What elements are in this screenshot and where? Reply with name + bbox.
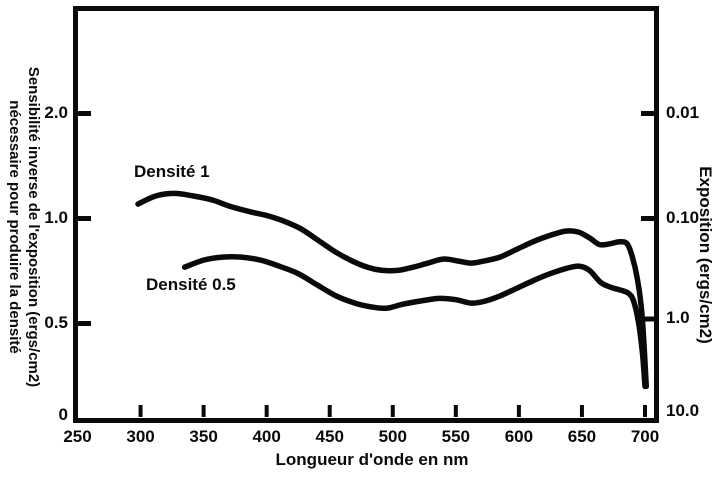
y-left-tick-label: 1.0 (44, 207, 68, 227)
left-axis-title-line2: nécessaire pour produire la densité (6, 100, 23, 354)
x-axis-title: Longueur d'onde en nm (275, 450, 469, 469)
y-left-tick-label: 0.5 (44, 312, 68, 332)
x-tick-label: 400 (252, 427, 281, 446)
curve-densite-0-5 (181, 253, 648, 390)
curve-densite-1 (135, 190, 650, 390)
x-tick-label: 650 (567, 427, 597, 446)
x-tick-label: 300 (126, 427, 155, 446)
curve-label-densite-0-5: Densité 0.5 (146, 275, 236, 294)
x-tick-label: 550 (441, 427, 471, 446)
x-tick-label: 450 (315, 427, 344, 446)
x-tick-label: 500 (378, 427, 407, 446)
x-tick-label: 700 (630, 427, 660, 446)
x-tick-label: 600 (504, 427, 534, 446)
x-tick-label: 350 (189, 427, 218, 446)
x-tick-label: 250 (63, 427, 92, 446)
y-right-tick-label: 10.0 (666, 401, 700, 420)
y-right-tick-label: 1.0 (666, 308, 690, 327)
plot-area (73, 6, 659, 423)
y-left-tick-label: 0 (58, 405, 68, 424)
curve-label-densite-1: Densité 1 (134, 162, 210, 181)
y-right-tick-label: 0.10 (666, 207, 700, 227)
y-right-tick-label: 0.01 (666, 102, 700, 122)
y-left-tick-label: 2.0 (44, 102, 68, 122)
